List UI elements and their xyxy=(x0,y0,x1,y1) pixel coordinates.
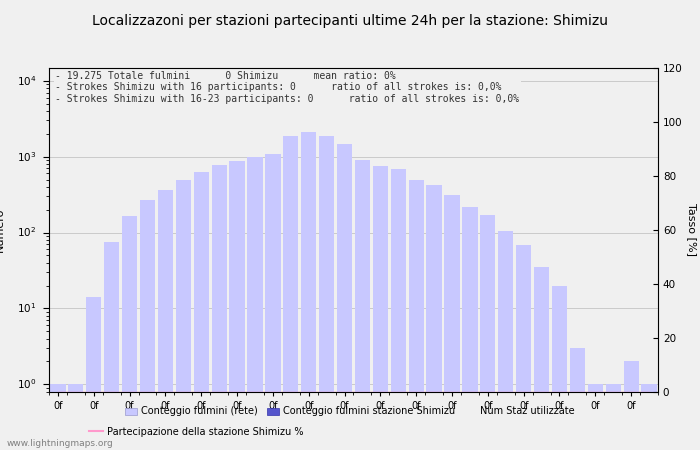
Bar xyxy=(319,135,334,450)
Y-axis label: Tasso [%]: Tasso [%] xyxy=(687,203,696,256)
Bar xyxy=(534,267,550,450)
Bar xyxy=(230,161,245,450)
Bar xyxy=(570,348,585,450)
Text: $10^1$: $10^1$ xyxy=(18,302,36,315)
Bar xyxy=(194,172,209,450)
Bar xyxy=(373,166,388,450)
Bar xyxy=(211,165,227,450)
Bar xyxy=(480,215,496,450)
Bar xyxy=(588,384,603,450)
Text: $10^4$: $10^4$ xyxy=(17,74,36,88)
Bar xyxy=(284,135,298,450)
Bar xyxy=(624,361,638,450)
Legend: Conteggio fulmini (rete), Conteggio fulmini stazione Shimizu, Num Staz utilizzat: Conteggio fulmini (rete), Conteggio fulm… xyxy=(121,403,579,420)
Bar xyxy=(50,384,66,450)
Text: Localizzazoni per stazioni partecipanti ultime 24h per la stazione: Shimizu: Localizzazoni per stazioni partecipanti … xyxy=(92,14,608,27)
Y-axis label: Numero: Numero xyxy=(0,207,5,252)
Text: - 19.275 Totale fulmini      0 Shimizu      mean ratio: 0%
- Strokes Shimizu wit: - 19.275 Totale fulmini 0 Shimizu mean r… xyxy=(55,71,519,104)
Bar xyxy=(426,185,442,450)
Bar xyxy=(86,297,101,450)
Bar xyxy=(301,132,316,450)
Bar xyxy=(247,157,262,450)
Bar xyxy=(265,153,281,450)
Bar xyxy=(337,144,352,450)
Bar xyxy=(140,200,155,450)
Bar xyxy=(409,180,423,450)
Bar xyxy=(69,384,83,450)
Bar xyxy=(122,216,137,450)
Bar xyxy=(498,231,513,450)
Legend: Partecipazione della stazione Shimizu %: Partecipazione della stazione Shimizu % xyxy=(85,423,307,441)
Text: www.lightningmaps.org: www.lightningmaps.org xyxy=(7,439,113,448)
Bar xyxy=(158,190,173,450)
Bar xyxy=(355,160,370,450)
Text: $10^2$: $10^2$ xyxy=(18,225,36,239)
Bar xyxy=(641,384,657,450)
Bar xyxy=(444,195,460,450)
Text: $10^0$: $10^0$ xyxy=(17,377,36,391)
Bar xyxy=(516,245,531,450)
Text: $10^3$: $10^3$ xyxy=(17,150,36,164)
Bar xyxy=(462,207,477,450)
Bar xyxy=(104,242,119,450)
Bar xyxy=(176,180,191,450)
Bar xyxy=(391,169,406,450)
Bar xyxy=(552,285,567,450)
Bar xyxy=(606,384,621,450)
